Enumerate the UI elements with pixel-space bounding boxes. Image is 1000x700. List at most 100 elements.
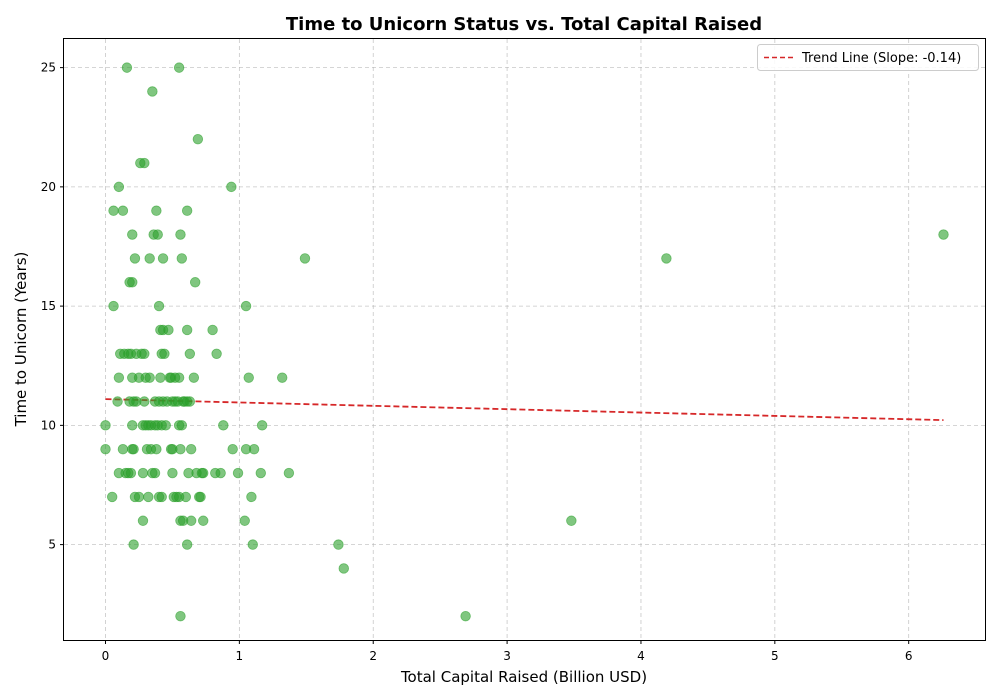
trend-layer bbox=[105, 398, 944, 422]
data-point bbox=[133, 491, 145, 503]
data-point bbox=[938, 229, 949, 240]
data-point bbox=[117, 205, 129, 216]
data-point bbox=[173, 372, 185, 383]
data-point bbox=[277, 372, 288, 383]
data-point bbox=[151, 444, 162, 455]
data-point bbox=[113, 372, 125, 383]
data-point bbox=[113, 181, 125, 193]
data-point bbox=[173, 62, 185, 73]
data-point bbox=[175, 229, 186, 240]
data-point bbox=[157, 253, 169, 264]
data-point bbox=[283, 467, 295, 479]
legend-box bbox=[757, 44, 979, 71]
y-tick-label: 5 bbox=[48, 538, 56, 552]
y-axis-label: Time to Unicorn (Years) bbox=[12, 252, 30, 428]
data-point bbox=[185, 444, 197, 455]
data-point bbox=[125, 467, 137, 479]
data-point bbox=[215, 467, 226, 479]
data-point bbox=[195, 491, 206, 503]
y-tick-label: 20 bbox=[41, 180, 56, 194]
data-point bbox=[147, 86, 158, 97]
data-point bbox=[112, 396, 123, 407]
data-point bbox=[299, 253, 311, 264]
data-point bbox=[189, 277, 201, 288]
data-point bbox=[247, 539, 258, 550]
data-point bbox=[184, 348, 196, 360]
data-point bbox=[227, 444, 238, 455]
x-tick-label: 5 bbox=[771, 649, 779, 663]
data-point bbox=[121, 62, 133, 73]
data-point bbox=[207, 324, 218, 336]
data-point bbox=[127, 229, 138, 240]
data-point bbox=[184, 396, 196, 407]
x-tick-label: 6 bbox=[905, 649, 913, 663]
data-point bbox=[175, 610, 186, 622]
data-point bbox=[198, 515, 209, 526]
data-point bbox=[159, 348, 170, 360]
x-tick-label: 3 bbox=[503, 649, 511, 663]
data-point bbox=[156, 491, 167, 503]
data-point bbox=[144, 372, 155, 383]
plot-area-frame bbox=[63, 38, 986, 641]
legend-trend-label: Trend Line (Slope: -0.14) bbox=[801, 51, 961, 66]
data-point bbox=[167, 467, 178, 479]
data-point bbox=[218, 420, 229, 431]
data-point bbox=[176, 253, 188, 264]
data-point bbox=[160, 420, 171, 431]
data-point bbox=[108, 300, 119, 312]
data-point bbox=[129, 253, 141, 264]
x-tick-label: 0 bbox=[102, 649, 110, 663]
data-point bbox=[128, 539, 139, 550]
data-point bbox=[149, 467, 161, 479]
data-point bbox=[185, 515, 197, 526]
data-point bbox=[181, 205, 193, 216]
data-point bbox=[181, 539, 193, 550]
legend: Trend Line (Slope: -0.14) bbox=[757, 44, 979, 71]
data-point bbox=[338, 563, 349, 574]
chart-title: Time to Unicorn Status vs. Total Capital… bbox=[286, 14, 762, 35]
data-point bbox=[155, 372, 166, 383]
data-point bbox=[143, 491, 154, 503]
data-points bbox=[100, 62, 949, 622]
data-point bbox=[661, 253, 672, 264]
data-point bbox=[181, 324, 193, 336]
data-point bbox=[100, 444, 111, 455]
data-point bbox=[566, 515, 577, 526]
data-point bbox=[239, 515, 250, 526]
data-point bbox=[100, 420, 111, 431]
x-tick-label: 4 bbox=[637, 649, 645, 663]
data-point bbox=[137, 515, 149, 526]
data-point bbox=[248, 444, 260, 455]
data-point bbox=[163, 324, 174, 336]
data-point bbox=[255, 467, 266, 479]
x-axis-ticks: 0 1 2 3 4 5 6 bbox=[102, 640, 913, 663]
data-point bbox=[128, 444, 139, 455]
data-point bbox=[256, 420, 268, 431]
data-point bbox=[127, 420, 138, 431]
data-point bbox=[333, 539, 344, 550]
data-point bbox=[144, 253, 155, 264]
data-point bbox=[127, 277, 138, 288]
data-point bbox=[192, 133, 204, 145]
data-point bbox=[106, 491, 118, 503]
x-tick-label: 2 bbox=[369, 649, 377, 663]
x-axis-label: Total Capital Raised (Billion USD) bbox=[400, 668, 647, 686]
data-point bbox=[153, 300, 165, 312]
data-point bbox=[240, 300, 252, 312]
data-point bbox=[232, 467, 244, 479]
data-point bbox=[175, 444, 186, 455]
data-point bbox=[108, 205, 119, 216]
data-point bbox=[117, 444, 129, 455]
grid-lines bbox=[64, 39, 985, 640]
trend-line bbox=[105, 398, 944, 422]
y-tick-label: 25 bbox=[41, 61, 56, 75]
data-point bbox=[137, 467, 149, 479]
data-point bbox=[139, 396, 150, 407]
data-point bbox=[139, 157, 150, 169]
data-point bbox=[198, 467, 209, 479]
data-point bbox=[246, 491, 257, 503]
y-tick-label: 15 bbox=[41, 299, 56, 313]
